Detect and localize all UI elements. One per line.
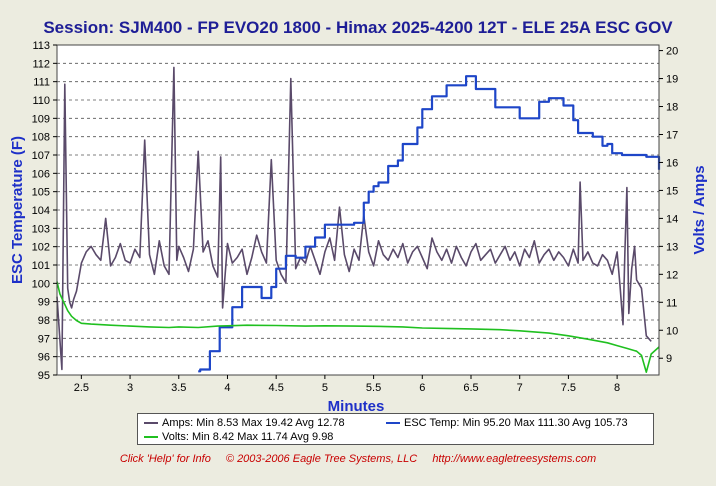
x-tick-label: 7 [517,382,523,394]
x-tick-label: 2.5 [74,382,89,394]
footer-copyright: © 2003-2006 Eagle Tree Systems, LLC [225,453,418,465]
y-left-tick-label: 101 [32,260,50,272]
y-right-tick-label: 20 [666,46,678,58]
y-right-tick-label: 11 [666,297,677,309]
y-right-tick-label: 16 [666,157,678,169]
x-tick-label: 3.5 [171,382,186,394]
y-right-tick-label: 19 [666,74,678,86]
y-right-tick-label: 17 [666,129,678,141]
x-tick-label: 5.5 [366,382,381,394]
x-tick-label: 6.5 [463,382,478,394]
y-right-tick-label: 15 [666,185,678,197]
series-layer [56,66,661,373]
y-left-tick-label: 106 [32,168,50,180]
y-left-tick-label: 100 [32,278,50,290]
y-left-axis-ticks: 95 96 97 98 99 100 101 102 103 104 105 106 107 108 109… [32,40,57,382]
legend-label-esc: ESC Temp: Min 95.20 Max 111.30 Avg 105.7… [404,417,628,429]
y-right-tick-label: 13 [666,241,678,253]
y-left-tick-label: 110 [32,95,50,107]
y-right-axis-ticks: 9 10 11 12 13 14 15 16 17 18 19 20 [659,46,678,365]
x-tick-label: 6 [419,382,425,394]
y-left-tick-label: 96 [38,352,50,364]
x-tick-label: 4.5 [269,382,284,394]
series-line-esc-temp [198,75,661,373]
y-left-tick-label: 103 [32,223,50,235]
y-right-tick-label: 14 [666,213,678,225]
y-left-tick-label: 109 [32,113,50,125]
footer-help: Click 'Help' for Info [119,453,211,465]
x-tick-label: 7.5 [561,382,576,394]
y-left-tick-label: 97 [38,333,50,345]
legend-item-amps: Amps: Min 8.53 Max 19.42 Avg 12.78 [144,417,345,429]
footer-url[interactable]: http://www.eagletreesystems.com [432,453,597,465]
series-line-volts [56,281,660,373]
x-tick-label: 4 [224,382,230,394]
legend-label-amps: Amps: Min 8.53 Max 19.42 Avg 12.78 [162,417,345,429]
y-left-tick-label: 107 [32,150,50,162]
legend-item-volts: Volts: Min 8.42 Max 11.74 Avg 9.98 [144,431,333,443]
y-left-tick-label: 104 [32,205,50,217]
y-left-tick-label: 99 [38,297,50,309]
x-axis-title: Minutes [328,398,385,415]
chart-title: Session: SJM400 - FP EVO20 1800 - Himax … [43,18,673,37]
y-left-tick-label: 111 [33,77,50,89]
y-right-tick-label: 9 [666,353,672,365]
legend: Amps: Min 8.53 Max 19.42 Avg 12.78 ESC T… [137,413,654,445]
legend-swatch-amps [144,422,158,424]
y-right-tick-label: 10 [666,325,678,337]
legend-label-volts: Volts: Min 8.42 Max 11.74 Avg 9.98 [162,431,334,443]
y-left-tick-label: 108 [32,132,50,144]
x-tick-label: 3 [127,382,133,394]
x-axis-ticks: 2.5 3 3.5 4 4.5 5 5.5 6 6.5 7 7.5 8 [74,375,620,394]
legend-swatch-esc [386,422,400,424]
series-line-amps [56,66,652,371]
legend-item-esc: ESC Temp: Min 95.20 Max 111.30 Avg 105.7… [386,417,628,429]
y-right-tick-label: 12 [666,269,678,281]
legend-swatch-volts [144,436,158,438]
y-left-tick-label: 113 [32,40,50,52]
x-tick-label: 5 [322,382,328,394]
y-right-axis-title: Volts / Amps [691,165,708,254]
y-right-tick-label: 18 [666,102,678,114]
y-left-tick-label: 112 [32,58,50,70]
x-tick-label: 8 [614,382,620,394]
y-left-axis-title: ESC Temperature (F) [9,136,26,284]
y-left-tick-label: 98 [38,315,50,327]
footer: Click 'Help' for Info © 2003-2006 Eagle … [0,453,716,465]
y-left-tick-label: 95 [38,370,50,382]
y-left-tick-label: 105 [32,187,50,199]
y-left-tick-label: 102 [32,242,50,254]
